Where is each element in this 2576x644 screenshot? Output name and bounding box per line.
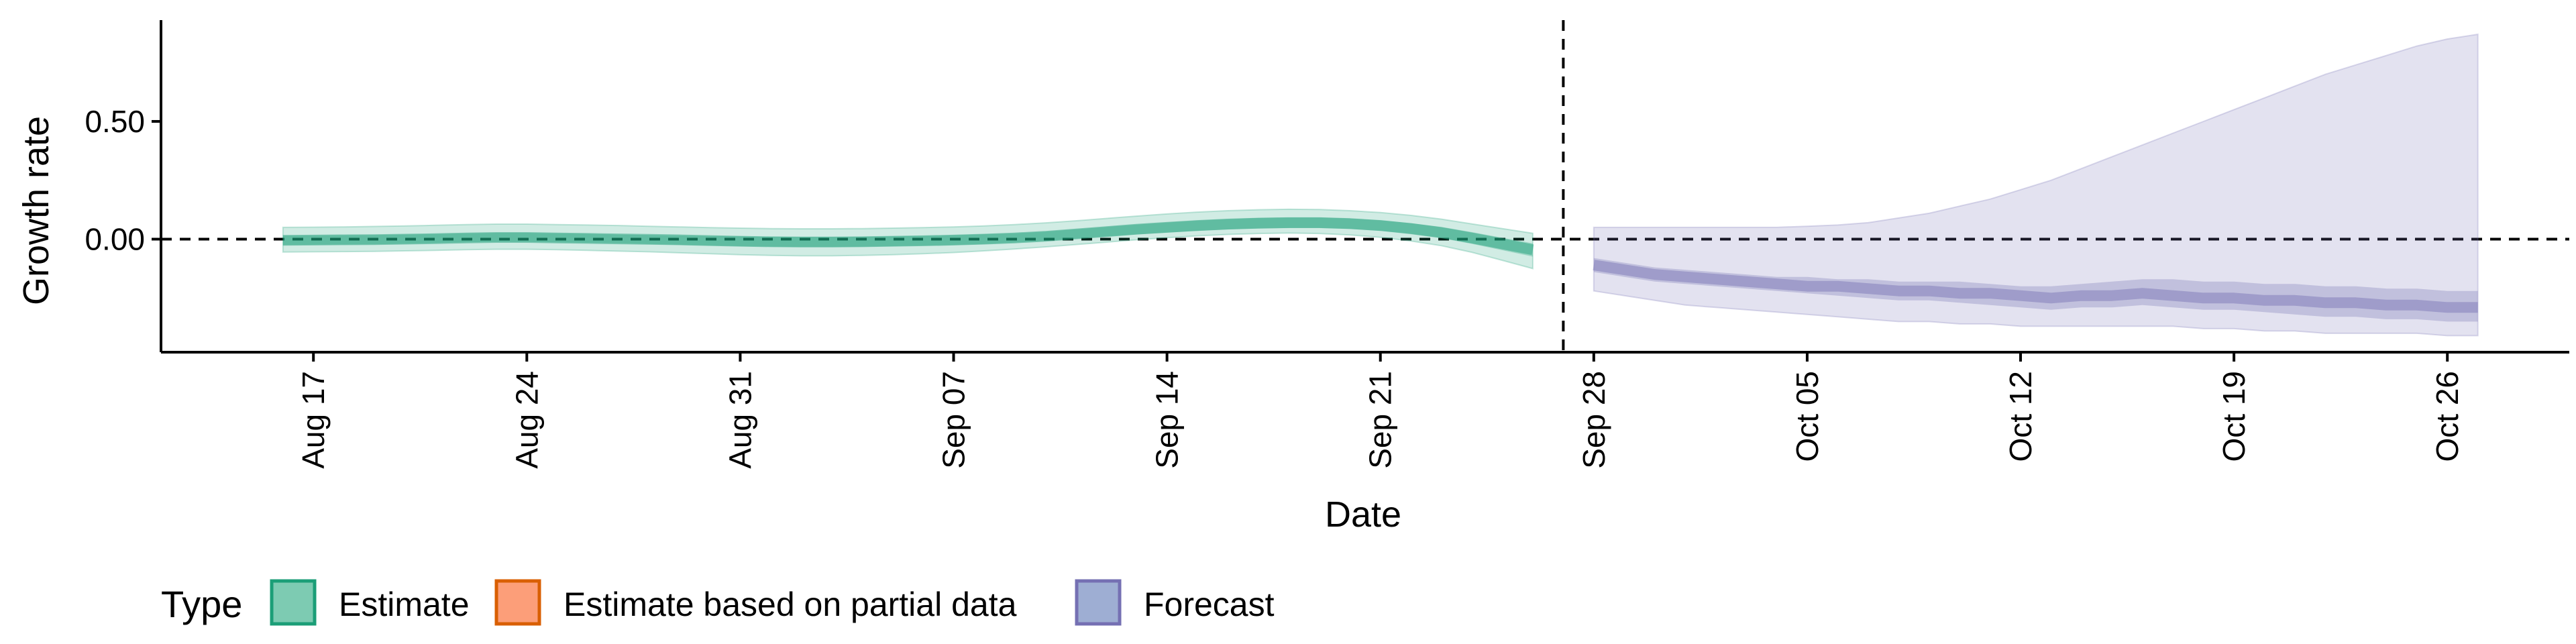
forecast-band-50 xyxy=(1593,258,2478,322)
forecast-band-90 xyxy=(1593,33,2479,337)
series-layer xyxy=(282,33,2479,337)
reference-lines xyxy=(161,20,2569,352)
x-tick-label: Oct 05 xyxy=(1790,371,1825,462)
forecast-series xyxy=(1593,33,2479,337)
legend-item-estimate: Estimate xyxy=(270,579,470,626)
x-tick-label: Oct 12 xyxy=(2003,371,2038,462)
legend-title: Type xyxy=(161,583,242,625)
x-tick-label: Sep 14 xyxy=(1150,371,1185,469)
legend: Type Estimate Estimate based on partial d… xyxy=(161,579,1275,626)
x-tick-label: Oct 26 xyxy=(2430,371,2465,462)
x-tick-label: Sep 21 xyxy=(1363,371,1398,469)
x-tick-label: Oct 19 xyxy=(2216,371,2251,462)
x-tick-label: Sep 28 xyxy=(1576,371,1611,469)
legend-item-forecast: Forecast xyxy=(1075,579,1275,626)
legend-label: Estimate xyxy=(339,586,470,623)
forecast-median-line xyxy=(1593,260,2478,313)
estimate-band-50 xyxy=(282,217,1533,257)
x-tick-label: Aug 17 xyxy=(296,371,331,469)
x-tick-label: Aug 31 xyxy=(722,371,757,469)
legend-label: Estimate based on partial data xyxy=(564,586,1017,623)
estimate-series xyxy=(282,208,1534,270)
x-tick-label: Aug 24 xyxy=(509,371,544,469)
legend-label: Forecast xyxy=(1144,586,1275,623)
legend-swatch xyxy=(270,579,317,626)
y-tick-label: 0.50 xyxy=(85,104,145,139)
x-tick-label: Sep 07 xyxy=(936,371,971,469)
y-axis-title: Growth rate xyxy=(16,116,56,305)
legend-swatch xyxy=(494,579,541,626)
x-axis-title: Date xyxy=(1325,494,1401,535)
estimate-median-line xyxy=(282,217,1534,256)
legend-item-estimate-based-on-partial-data: Estimate based on partial data xyxy=(494,579,1017,626)
y-tick-label: 0.00 xyxy=(85,221,145,256)
legend-swatch xyxy=(1075,579,1122,626)
estimate-band-90 xyxy=(282,208,1534,270)
axes: 0.00 0.50 Aug 17 Aug 24 Aug 31 Sep 07 Sep 14 Se… xyxy=(85,20,2569,469)
